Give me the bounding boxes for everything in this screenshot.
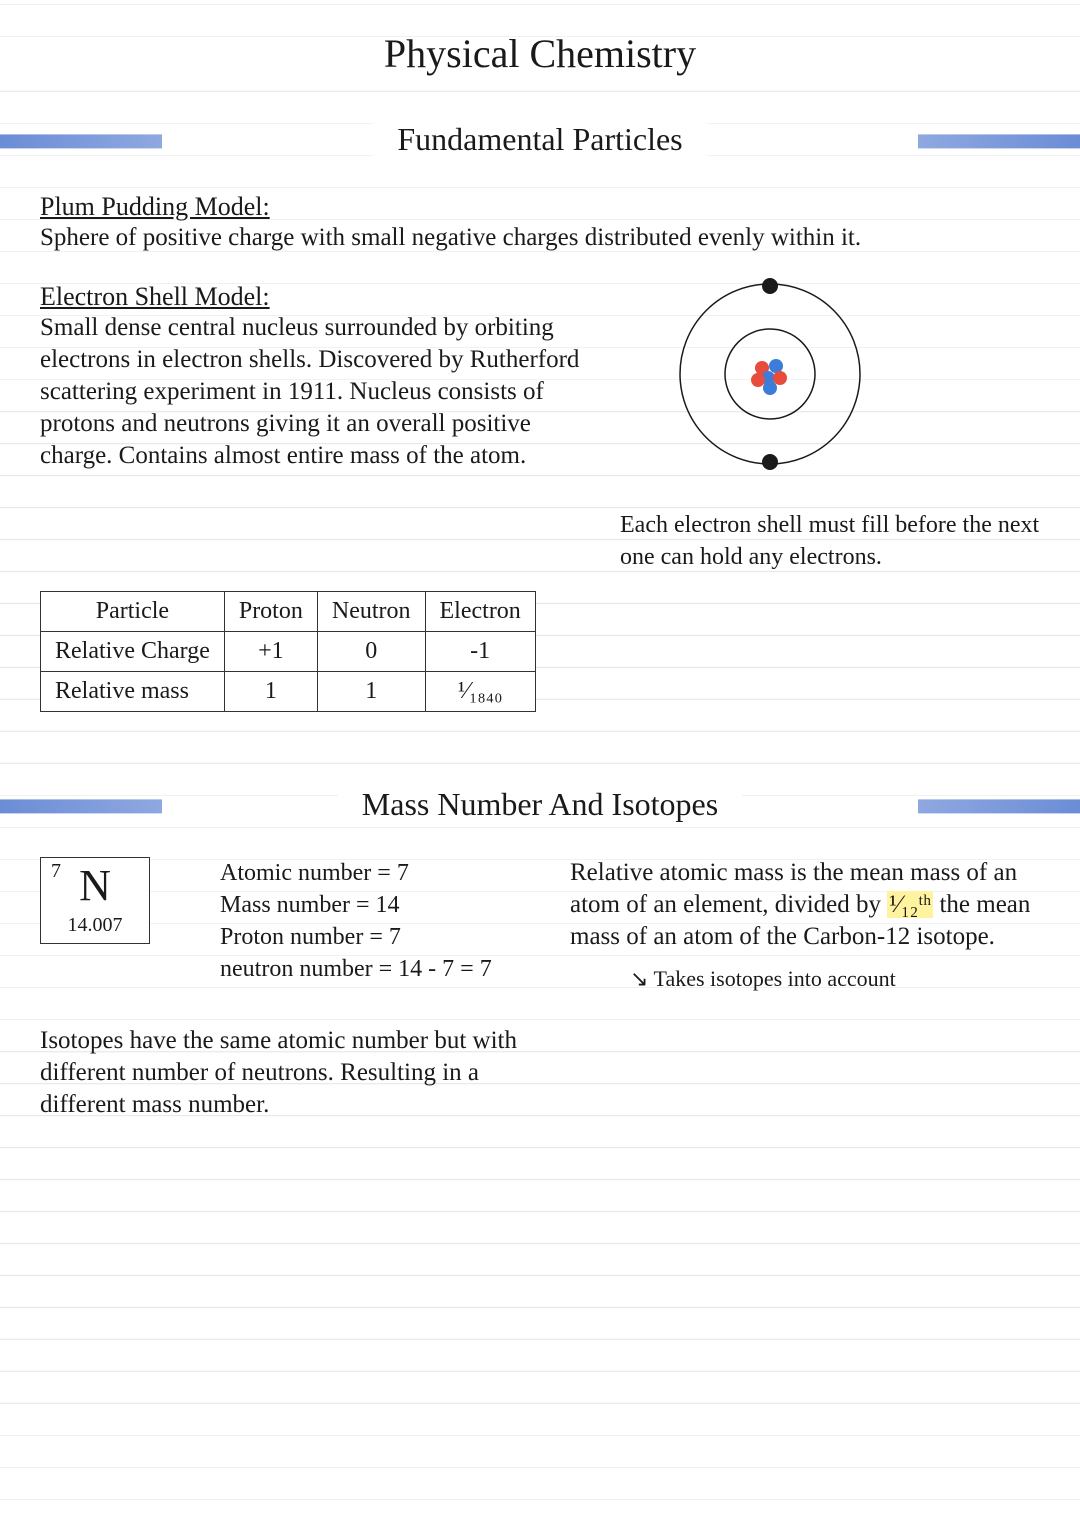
section-heading-isotopes-text: Mass Number And Isotopes: [338, 786, 742, 822]
fact-neutron-number: neutron number = 14 - 7 = 7: [220, 953, 540, 985]
fact-mass-number: Mass number = 14: [220, 889, 540, 921]
plum-pudding-heading: Plum Pudding Model:: [40, 192, 1040, 222]
shell-fill-note: Each electron shell must fill before the…: [620, 509, 1040, 573]
charge-proton: +1: [224, 632, 317, 672]
table-header-row: Particle Proton Neutron Electron: [41, 592, 536, 632]
table-row: Relative Charge +1 0 -1: [41, 632, 536, 672]
mass-proton: 1: [224, 672, 317, 712]
shell-model-body: Small dense central nucleus surrounded b…: [40, 312, 590, 472]
th-particle: Particle: [41, 592, 225, 632]
isotope-arrow-text: Takes isotopes into account: [654, 966, 896, 991]
isotope-arrow-note: ↘ Takes isotopes into account: [630, 963, 1040, 995]
element-atomic-number: 7: [51, 860, 61, 883]
element-mass: 14.007: [47, 914, 143, 937]
th-proton: Proton: [224, 592, 317, 632]
fact-atomic-number: Atomic number = 7: [220, 857, 540, 889]
row-charge-label: Relative Charge: [41, 632, 225, 672]
mass-electron: ¹⁄₁₈₄₀: [425, 672, 535, 712]
plum-pudding-body: Sphere of positive charge with small neg…: [40, 222, 1040, 254]
element-symbol: N: [47, 864, 143, 908]
section-heading-particles-text: Fundamental Particles: [373, 121, 706, 157]
ram-highlight: ¹⁄₁₂ᵗʰ: [887, 891, 933, 918]
atom-diagram: [640, 274, 900, 474]
th-electron: Electron: [425, 592, 535, 632]
charge-electron: -1: [425, 632, 535, 672]
isotopes-definition: Isotopes have the same atomic number but…: [40, 1025, 560, 1121]
fact-proton-number: Proton number = 7: [220, 921, 540, 953]
table-row: Relative mass 1 1 ¹⁄₁₈₄₀: [41, 672, 536, 712]
th-neutron: Neutron: [317, 592, 425, 632]
page-title: Physical Chemistry: [40, 30, 1040, 77]
shell-model-heading: Electron Shell Model:: [40, 282, 590, 312]
row-mass-label: Relative mass: [41, 672, 225, 712]
mass-neutron: 1: [317, 672, 425, 712]
section-heading-isotopes: Mass Number And Isotopes: [40, 782, 1040, 827]
charge-neutron: 0: [317, 632, 425, 672]
particle-table: Particle Proton Neutron Electron Relativ…: [40, 591, 536, 712]
section-heading-particles: Fundamental Particles: [40, 117, 1040, 162]
element-tile: 7 N 14.007: [40, 857, 150, 944]
